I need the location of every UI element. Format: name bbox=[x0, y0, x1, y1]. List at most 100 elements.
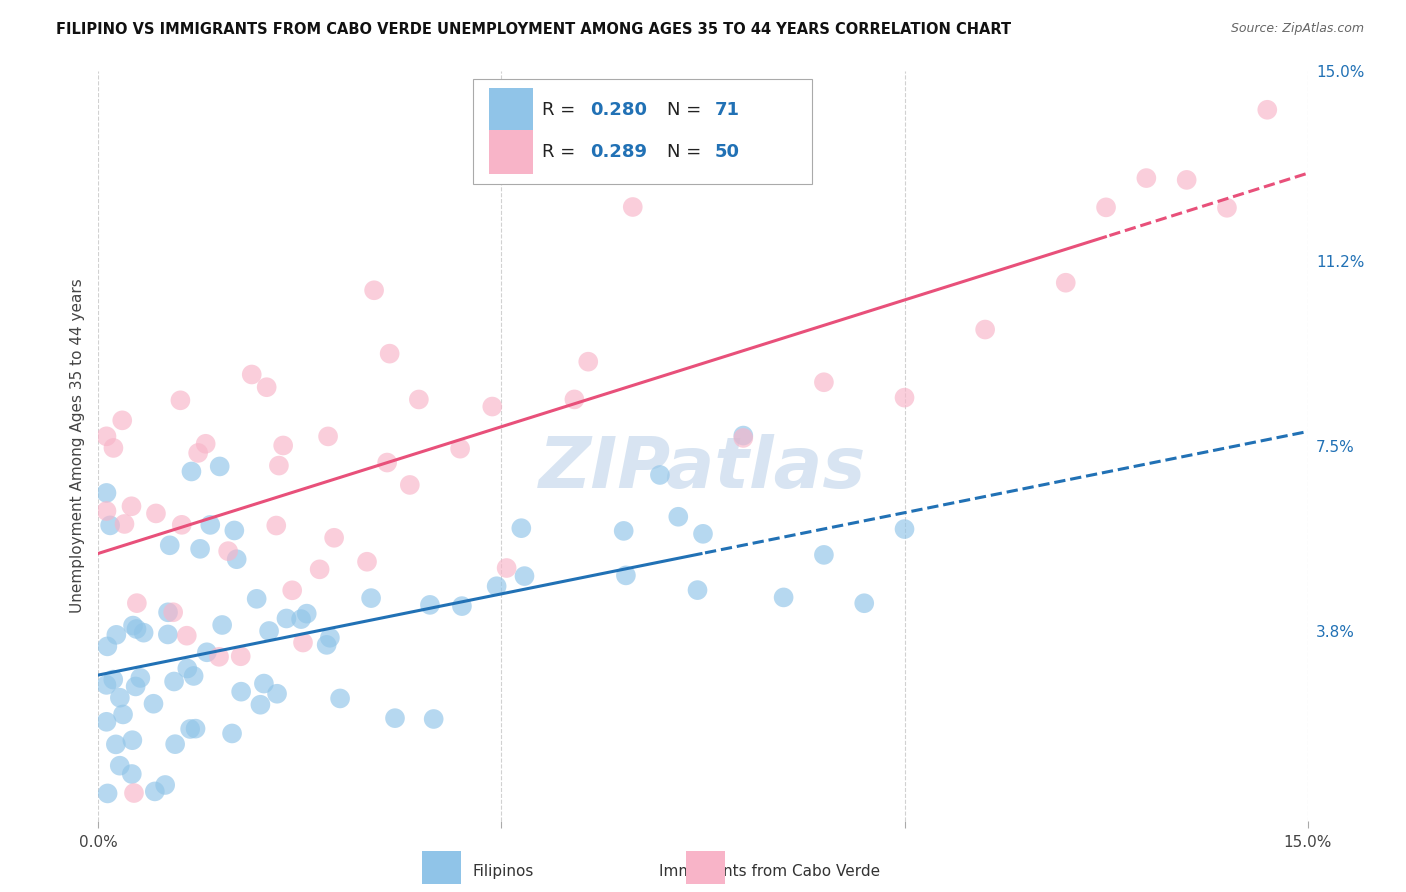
Point bbox=[122, 786, 145, 800]
Point bbox=[188, 541, 211, 556]
Point bbox=[1256, 103, 1278, 117]
Point bbox=[180, 465, 202, 479]
Point bbox=[162, 605, 184, 619]
Point bbox=[111, 413, 134, 427]
Point bbox=[221, 726, 243, 740]
Point bbox=[564, 392, 586, 407]
Text: 71: 71 bbox=[716, 102, 740, 120]
Text: ZIPatlas: ZIPatlas bbox=[540, 434, 866, 503]
Point bbox=[281, 583, 304, 598]
Point bbox=[170, 517, 193, 532]
Point bbox=[276, 611, 298, 625]
Point bbox=[159, 538, 181, 552]
Text: Source: ZipAtlas.com: Source: ZipAtlas.com bbox=[1230, 22, 1364, 36]
Point bbox=[98, 518, 121, 533]
Point bbox=[105, 628, 128, 642]
Point bbox=[145, 507, 167, 521]
Point bbox=[329, 691, 352, 706]
Point bbox=[308, 562, 330, 576]
Point bbox=[513, 569, 536, 583]
Point bbox=[733, 428, 755, 442]
Point bbox=[200, 517, 222, 532]
Point bbox=[96, 678, 118, 692]
Point bbox=[1216, 201, 1239, 215]
Point bbox=[733, 431, 755, 445]
Point bbox=[692, 526, 714, 541]
Text: Immigrants from Cabo Verde: Immigrants from Cabo Verde bbox=[659, 864, 880, 880]
Point bbox=[183, 669, 205, 683]
FancyBboxPatch shape bbox=[474, 78, 811, 184]
Point bbox=[194, 437, 217, 451]
Point bbox=[621, 200, 644, 214]
Point bbox=[316, 429, 339, 443]
Text: 0.280: 0.280 bbox=[591, 102, 648, 120]
Point bbox=[408, 392, 430, 407]
Point bbox=[974, 322, 997, 336]
Point bbox=[156, 627, 179, 641]
Point bbox=[169, 393, 191, 408]
Point bbox=[96, 640, 118, 654]
Text: R =: R = bbox=[543, 144, 581, 161]
Point bbox=[114, 516, 136, 531]
Point bbox=[249, 698, 271, 712]
Point bbox=[686, 583, 709, 598]
Point bbox=[121, 500, 143, 514]
Point bbox=[224, 524, 246, 538]
FancyBboxPatch shape bbox=[489, 88, 533, 132]
Point bbox=[813, 548, 835, 562]
Point bbox=[264, 518, 287, 533]
Text: N =: N = bbox=[666, 102, 707, 120]
Point bbox=[315, 638, 337, 652]
Point bbox=[179, 722, 201, 736]
FancyBboxPatch shape bbox=[422, 851, 461, 884]
Text: R =: R = bbox=[543, 102, 581, 120]
Text: 0.289: 0.289 bbox=[591, 144, 648, 161]
Point bbox=[648, 467, 671, 482]
Point bbox=[267, 458, 290, 473]
Point bbox=[208, 649, 231, 664]
Point bbox=[356, 555, 378, 569]
Point bbox=[122, 618, 145, 632]
Point bbox=[208, 459, 231, 474]
Point bbox=[853, 596, 876, 610]
Point bbox=[360, 591, 382, 606]
Text: FILIPINO VS IMMIGRANTS FROM CABO VERDE UNEMPLOYMENT AMONG AGES 35 TO 44 YEARS CO: FILIPINO VS IMMIGRANTS FROM CABO VERDE U… bbox=[56, 22, 1011, 37]
FancyBboxPatch shape bbox=[489, 130, 533, 175]
Point bbox=[1135, 171, 1157, 186]
Point bbox=[375, 456, 398, 470]
Point bbox=[1054, 276, 1077, 290]
Point bbox=[378, 346, 401, 360]
Point bbox=[1175, 173, 1198, 187]
Point bbox=[271, 438, 294, 452]
Point bbox=[319, 631, 342, 645]
Point bbox=[184, 722, 207, 736]
Point bbox=[225, 552, 247, 566]
Point bbox=[613, 524, 636, 538]
Point bbox=[96, 486, 118, 500]
Point bbox=[112, 707, 135, 722]
Point bbox=[125, 596, 148, 610]
Point bbox=[449, 442, 471, 456]
Point bbox=[256, 380, 278, 394]
Point bbox=[323, 531, 346, 545]
Point bbox=[295, 607, 318, 621]
Point bbox=[96, 429, 118, 443]
Point bbox=[132, 625, 155, 640]
Point bbox=[125, 622, 148, 636]
Point bbox=[772, 591, 794, 605]
Point bbox=[96, 504, 118, 518]
Point bbox=[253, 676, 276, 690]
Point bbox=[211, 618, 233, 632]
Point bbox=[1095, 200, 1118, 214]
Point bbox=[142, 697, 165, 711]
Point bbox=[104, 738, 127, 752]
Point bbox=[485, 579, 508, 593]
Point bbox=[124, 680, 146, 694]
Text: Filipinos: Filipinos bbox=[472, 864, 534, 880]
Point bbox=[103, 673, 125, 687]
Point bbox=[422, 712, 444, 726]
Text: 50: 50 bbox=[716, 144, 740, 161]
Point bbox=[97, 786, 120, 800]
Point bbox=[231, 684, 253, 698]
Point bbox=[121, 733, 143, 747]
